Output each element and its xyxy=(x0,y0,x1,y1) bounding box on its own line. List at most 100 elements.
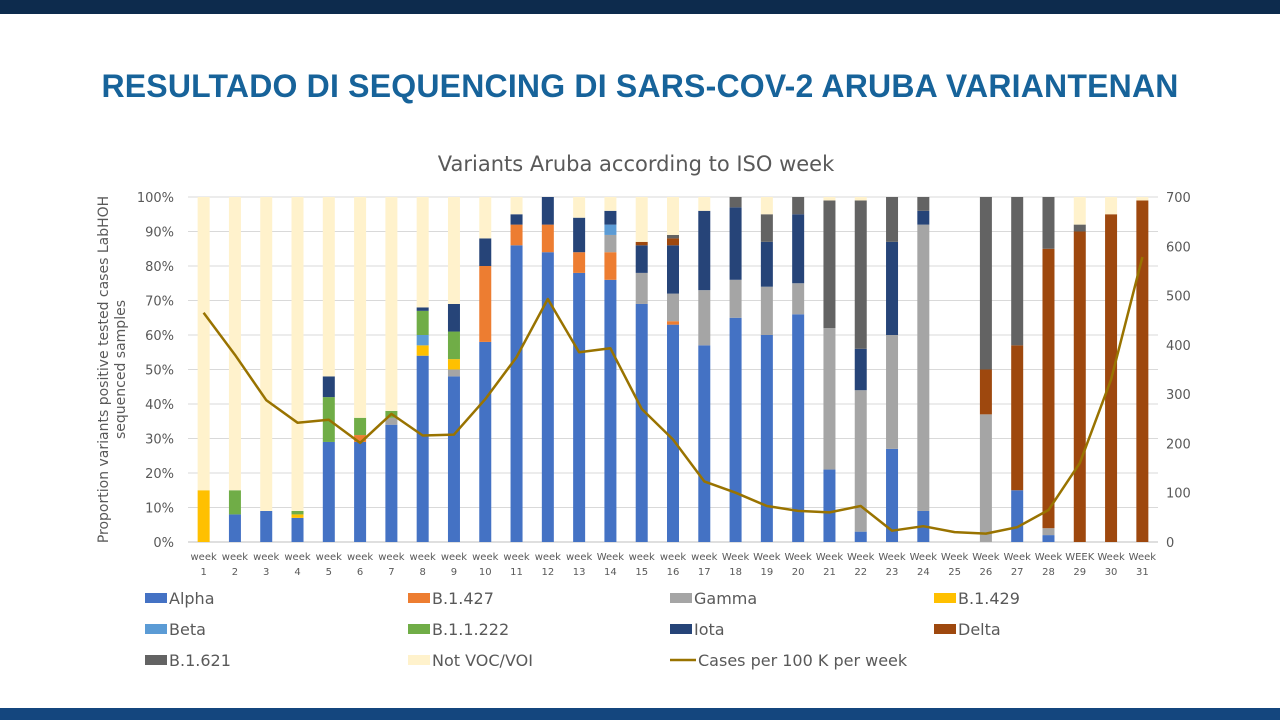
bar-segment-beta xyxy=(604,224,617,235)
x-tick-label: Week xyxy=(1129,552,1157,563)
bar-segment-b-1-427 xyxy=(354,435,367,442)
x-tick-number: 17 xyxy=(698,567,711,578)
y-axis-ticks: 0% 10% 20% 30% 40% 50% 60% 70% 80% 90% 100% xyxy=(137,191,174,551)
legend-swatch xyxy=(670,593,692,603)
x-tick-label: WEEK xyxy=(1065,552,1095,563)
x-tick-label: Week xyxy=(910,552,938,563)
cases-line-layer xyxy=(202,256,1144,535)
x-tick-number: 11 xyxy=(510,567,523,578)
legend-swatch xyxy=(408,593,430,603)
x-tick-label: Week xyxy=(753,552,781,563)
legend-label: Delta xyxy=(958,620,1001,639)
bar-segment-not-voc-voi xyxy=(823,197,836,201)
y2-tick-label: 700 xyxy=(1166,191,1191,206)
bar-segment-iota xyxy=(667,245,679,294)
x-tick-label: week xyxy=(535,552,561,563)
y-tick-label: 60% xyxy=(145,329,174,344)
bar-segment-b-1-1-222 xyxy=(416,310,429,335)
bar-segment-delta xyxy=(667,238,679,246)
legend-label: Gamma xyxy=(694,589,757,608)
y-tick-label: 40% xyxy=(145,398,174,413)
bar-segment-not-voc-voi xyxy=(260,197,273,511)
bar-segment-b-1-621 xyxy=(886,197,899,242)
bar-segment-gamma xyxy=(385,417,398,425)
bar-segment-alpha xyxy=(635,303,648,542)
x-tick-number: 7 xyxy=(388,567,394,578)
legend-swatch xyxy=(145,655,167,665)
bar-segment-iota xyxy=(604,210,617,225)
bar-segment-iota xyxy=(792,214,805,284)
x-tick-label: Week xyxy=(847,552,875,563)
bar-segment-b-1-1-222 xyxy=(228,490,241,515)
legend-swatch xyxy=(408,655,430,665)
bar-segment-alpha xyxy=(479,341,492,542)
bar-segment-not-voc-voi xyxy=(1105,197,1118,215)
x-tick-number: 1 xyxy=(200,567,206,578)
bar-segment-b-1-621 xyxy=(1073,224,1086,232)
x-tick-number: 25 xyxy=(948,567,961,578)
y2-tick-label: 600 xyxy=(1166,240,1191,255)
bar-segment-gamma xyxy=(1042,528,1055,536)
legend-swatch xyxy=(145,624,167,634)
legend-swatch xyxy=(408,624,430,634)
y2-tick-label: 400 xyxy=(1166,339,1191,354)
x-tick-label: Week xyxy=(941,552,969,563)
x-tick-label: Week xyxy=(597,552,625,563)
stacked-bars xyxy=(197,197,1149,543)
bar-segment-alpha xyxy=(729,317,742,542)
bar-segment-not-voc-voi xyxy=(416,197,429,308)
bar-segment-b-1-621 xyxy=(760,214,773,242)
x-tick-label: week xyxy=(660,552,686,563)
bar-segment-alpha xyxy=(291,517,304,542)
y2-tick-label: 200 xyxy=(1166,437,1191,452)
bar-segment-not-voc-voi xyxy=(510,197,523,215)
bar-segment-not-voc-voi xyxy=(667,197,679,235)
x-tick-label: week xyxy=(378,552,404,563)
x-tick-number: 31 xyxy=(1136,567,1149,578)
bar-segment-b-1-621 xyxy=(979,197,992,370)
x-tick-label: Week xyxy=(972,552,1000,563)
bar-segment-b-1-621 xyxy=(1042,197,1055,249)
y-tick-label: 90% xyxy=(145,226,174,241)
bar-segment-b-1-1-222 xyxy=(447,331,460,360)
cases-line xyxy=(202,256,1144,535)
x-tick-number: 28 xyxy=(1042,567,1055,578)
bar-segment-alpha xyxy=(322,441,335,542)
legend: Alpha B.1.427 Gamma B.1.429 Beta B.1.1.222 Iot… xyxy=(145,589,1020,670)
bar-segment-not-voc-voi xyxy=(698,197,711,211)
x-tick-number: 9 xyxy=(451,567,457,578)
bar-segment-alpha xyxy=(1011,490,1024,542)
bar-segment-alpha xyxy=(854,531,867,542)
y-tick-label: 10% xyxy=(145,502,174,517)
bar-segment-gamma xyxy=(760,286,773,335)
x-tick-label: week xyxy=(347,552,373,563)
x-tick-label: Week xyxy=(784,552,812,563)
bar-segment-b-1-621 xyxy=(667,234,679,239)
bar-segment-b-1-427 xyxy=(541,224,554,253)
y-axis-label: Proportion variants positive tested case… xyxy=(96,196,129,543)
legend-label: Iota xyxy=(694,620,725,639)
x-axis-ticks: week 1 week 2 week 3 week 4 week 5 week 6 week 7 week 8… xyxy=(191,552,1157,578)
bar-segment-gamma xyxy=(698,290,711,346)
x-tick-label: week xyxy=(316,552,342,563)
bar-segment-b-1-427 xyxy=(604,252,617,280)
x-tick-number: 14 xyxy=(604,567,617,578)
legend-label: Cases per 100 K per week xyxy=(698,651,908,670)
bar-segment-delta xyxy=(635,241,648,246)
bar-segment-alpha xyxy=(667,324,679,542)
x-tick-label: week xyxy=(691,552,717,563)
bar-segment-alpha xyxy=(385,424,398,542)
y2-tick-label: 300 xyxy=(1166,388,1191,403)
y-tick-label: 100% xyxy=(137,191,174,206)
x-tick-number: 18 xyxy=(729,567,742,578)
x-tick-number: 27 xyxy=(1011,567,1024,578)
bar-segment-b-1-621 xyxy=(823,200,836,329)
bar-segment-gamma xyxy=(635,272,648,304)
bar-segment-b-1-429 xyxy=(291,514,304,518)
bar-segment-b-1-1-222 xyxy=(354,417,367,436)
x-tick-number: 21 xyxy=(823,567,836,578)
x-tick-number: 16 xyxy=(667,567,680,578)
x-tick-label: week xyxy=(191,552,217,563)
bar-segment-not-voc-voi xyxy=(854,197,867,201)
bar-segment-not-voc-voi xyxy=(197,197,210,491)
